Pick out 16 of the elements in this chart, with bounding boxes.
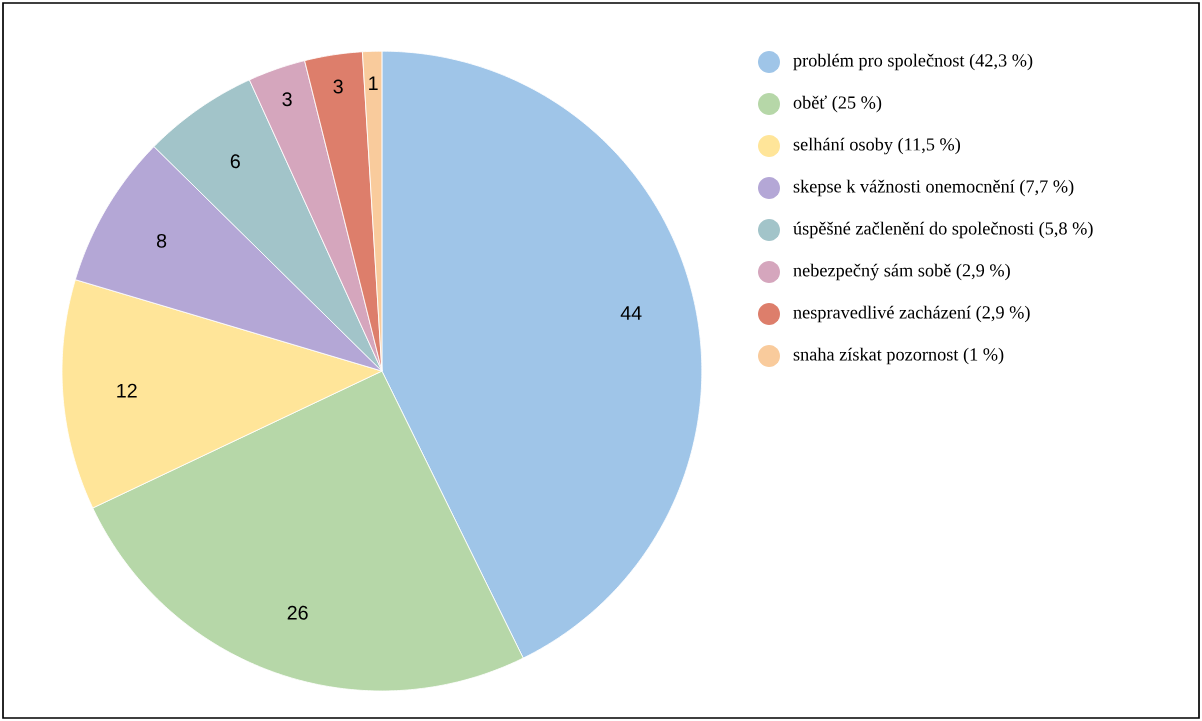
data-label: 3 — [333, 79, 343, 94]
legend-label: skepse k vážnosti onemocnění (7,7 %) — [793, 179, 1074, 197]
data-label: 26 — [287, 605, 308, 620]
legend-label: problém pro společnost (42,3 %) — [793, 53, 1033, 71]
data-label: 8 — [156, 233, 167, 248]
legend-label: nespravedlivé zacházení (2,9 %) — [793, 305, 1030, 323]
data-label: 1 — [369, 76, 378, 91]
data-label: 6 — [230, 154, 240, 169]
legend-label: oběť (25 %) — [793, 95, 882, 113]
legend-label: úspěšné začlenění do společnosti (5,8 %) — [793, 221, 1093, 239]
legend-label: selhání osoby (11,5 %) — [793, 137, 961, 155]
data-label: 44 — [620, 306, 642, 320]
legend-label: snaha získat pozornost (1 %) — [793, 347, 1004, 365]
data-label: 3 — [282, 92, 292, 107]
data-label: 12 — [117, 383, 137, 398]
legend-label: nebezpečný sám sobě (2,9 %) — [793, 263, 1010, 281]
